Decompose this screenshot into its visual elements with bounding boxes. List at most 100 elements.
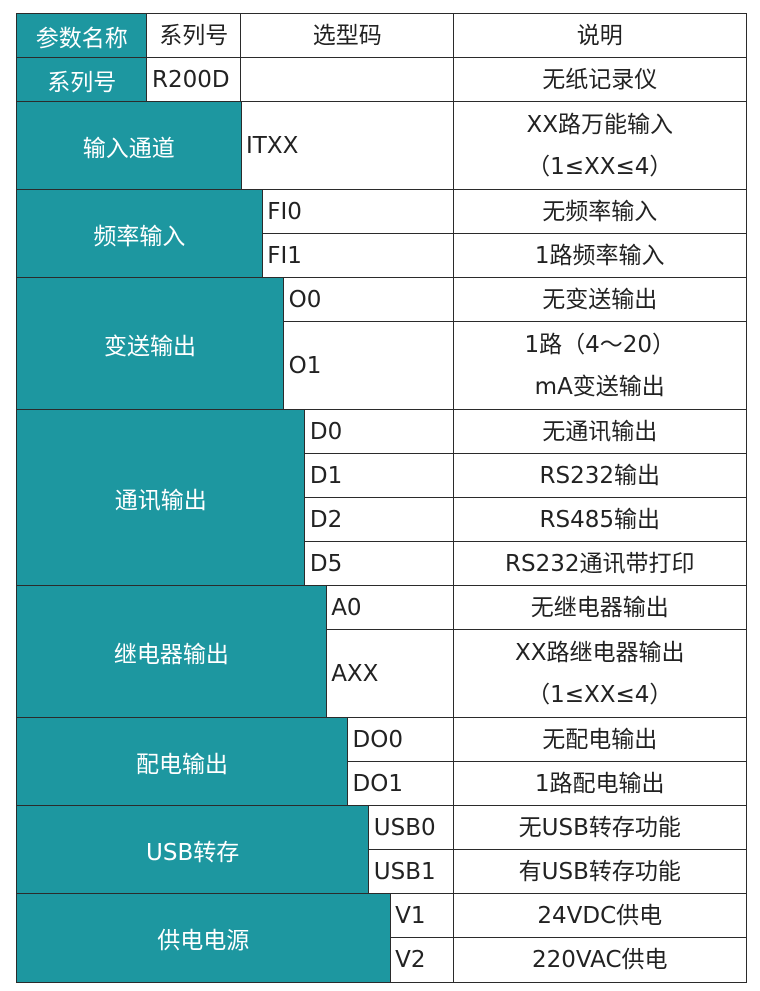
description-cell: 无变送输出 (453, 277, 747, 323)
code-cell: V1 (389, 893, 455, 939)
cell-text: 无继电器输出 (530, 594, 669, 621)
cell-text: 配电输出 (136, 751, 228, 778)
code-cell: DO0 (346, 717, 455, 763)
code-cell: FI1 (261, 233, 455, 279)
cell-text: V1 (395, 902, 426, 929)
cell-text: FI1 (267, 242, 302, 269)
cell-text: 供电电源 (157, 927, 250, 954)
cell-text: 无频率输入 (542, 198, 658, 225)
cell-text: USB转存 (146, 839, 240, 866)
description-cell: 无USB转存功能 (453, 805, 747, 851)
cell-text: DO0 (352, 726, 403, 753)
code-cell: A0 (325, 585, 455, 631)
cell-text: 1路（4～20） (524, 331, 676, 358)
code-cell (240, 57, 455, 103)
cell-text: USB1 (373, 858, 436, 885)
cell-text: ITXX (246, 132, 299, 159)
cell-text: RS232输出 (539, 462, 660, 489)
cell-text: 输入通道 (82, 135, 175, 162)
cell-text: （1≤XX≤4） (527, 681, 673, 708)
group-label: USB转存 (16, 805, 370, 895)
code-cell: USB0 (367, 805, 455, 851)
header-cell: 参数名称 (16, 13, 148, 59)
cell-text: O1 (288, 352, 322, 379)
group-label: 通讯输出 (16, 409, 306, 587)
description-cell: XX路继电器输出 （1≤XX≤4） (453, 629, 747, 719)
code-cell: AXX (325, 629, 455, 719)
cell-text: AXX (331, 660, 379, 687)
group-label: 输入通道 (16, 101, 242, 191)
code-cell: D1 (303, 453, 455, 499)
cell-text: （1≤XX≤4） (527, 153, 673, 180)
code-cell: V2 (389, 937, 455, 983)
cell-text: D5 (309, 550, 343, 577)
description-cell: 1路频率输入 (453, 233, 747, 279)
cell-text: FI0 (267, 198, 302, 225)
group-label: 继电器输出 (16, 585, 327, 719)
description-cell: 220VAC供电 (453, 937, 747, 983)
description-cell: 24VDC供电 (453, 893, 747, 939)
description-cell: RS232通讯带打印 (453, 541, 747, 587)
cell-text: 选型码 (312, 22, 382, 49)
description-cell: RS485输出 (453, 497, 747, 543)
description-cell: 无通讯输出 (453, 409, 747, 455)
cell-text: D0 (309, 418, 343, 445)
header-cell: 选型码 (240, 13, 455, 59)
cell-text: XX路继电器输出 (514, 639, 685, 666)
description-cell: 无频率输入 (453, 189, 747, 235)
cell-text: 1路频率输入 (534, 242, 665, 269)
cell-text: 无USB转存功能 (518, 814, 681, 841)
cell-text: USB0 (373, 814, 436, 841)
cell-text: 有USB转存功能 (518, 858, 681, 885)
cell-text: XX路万能输入 (526, 111, 673, 138)
cell-text: 无配电输出 (542, 726, 658, 753)
group-label: 频率输入 (16, 189, 263, 279)
code-cell: O0 (282, 277, 455, 323)
cell-text: 无纸记录仪 (542, 66, 658, 93)
description-cell: 无纸记录仪 (453, 57, 747, 103)
description-cell: 无配电输出 (453, 717, 747, 763)
cell-text: D1 (309, 462, 343, 489)
code-cell: O1 (282, 321, 455, 411)
cell-text: 变送输出 (104, 333, 197, 360)
cell-text: A0 (331, 594, 362, 621)
code-cell: D0 (303, 409, 455, 455)
cell-text: RS232通讯带打印 (505, 550, 695, 577)
cell-text: O0 (288, 286, 322, 313)
cell-text: 通讯输出 (114, 487, 207, 514)
cell-text: 参数名称 (35, 25, 128, 52)
group-label: 配电输出 (16, 717, 348, 807)
cell-text: 继电器输出 (113, 641, 229, 668)
code-cell: USB1 (367, 849, 455, 895)
cell-text: 说明 (576, 22, 623, 49)
code-cell: R200D (146, 57, 242, 103)
code-cell: FI0 (261, 189, 455, 235)
header-cell: 系列号 (146, 13, 242, 59)
cell-text: V2 (395, 946, 426, 973)
header-cell: 说明 (453, 13, 747, 59)
cell-text: 24VDC供电 (537, 902, 663, 929)
cell-text: 频率输入 (93, 223, 186, 250)
description-cell: 1路配电输出 (453, 761, 747, 807)
cell-text: R200D (152, 66, 230, 93)
description-cell: XX路万能输入 （1≤XX≤4） (453, 101, 747, 191)
row-label: 系列号 (16, 57, 148, 103)
cell-text: DO1 (352, 770, 403, 797)
cell-text: 系列号 (159, 22, 229, 49)
description-cell: 无继电器输出 (453, 585, 747, 631)
group-label: 供电电源 (16, 893, 391, 983)
cell-text: 无通讯输出 (542, 418, 658, 445)
code-cell: D2 (303, 497, 455, 543)
cell-text: 系列号 (47, 69, 117, 96)
description-cell: RS232输出 (453, 453, 747, 499)
code-cell: D5 (303, 541, 455, 587)
cell-text: 1路配电输出 (534, 770, 665, 797)
cell-text: RS485输出 (539, 506, 660, 533)
cell-text: mA变送输出 (534, 373, 665, 400)
group-label: 变送输出 (16, 277, 285, 411)
cell-text: D2 (309, 506, 343, 533)
description-cell: 有USB转存功能 (453, 849, 747, 895)
code-cell: DO1 (346, 761, 455, 807)
cell-text: 220VAC供电 (531, 946, 668, 973)
